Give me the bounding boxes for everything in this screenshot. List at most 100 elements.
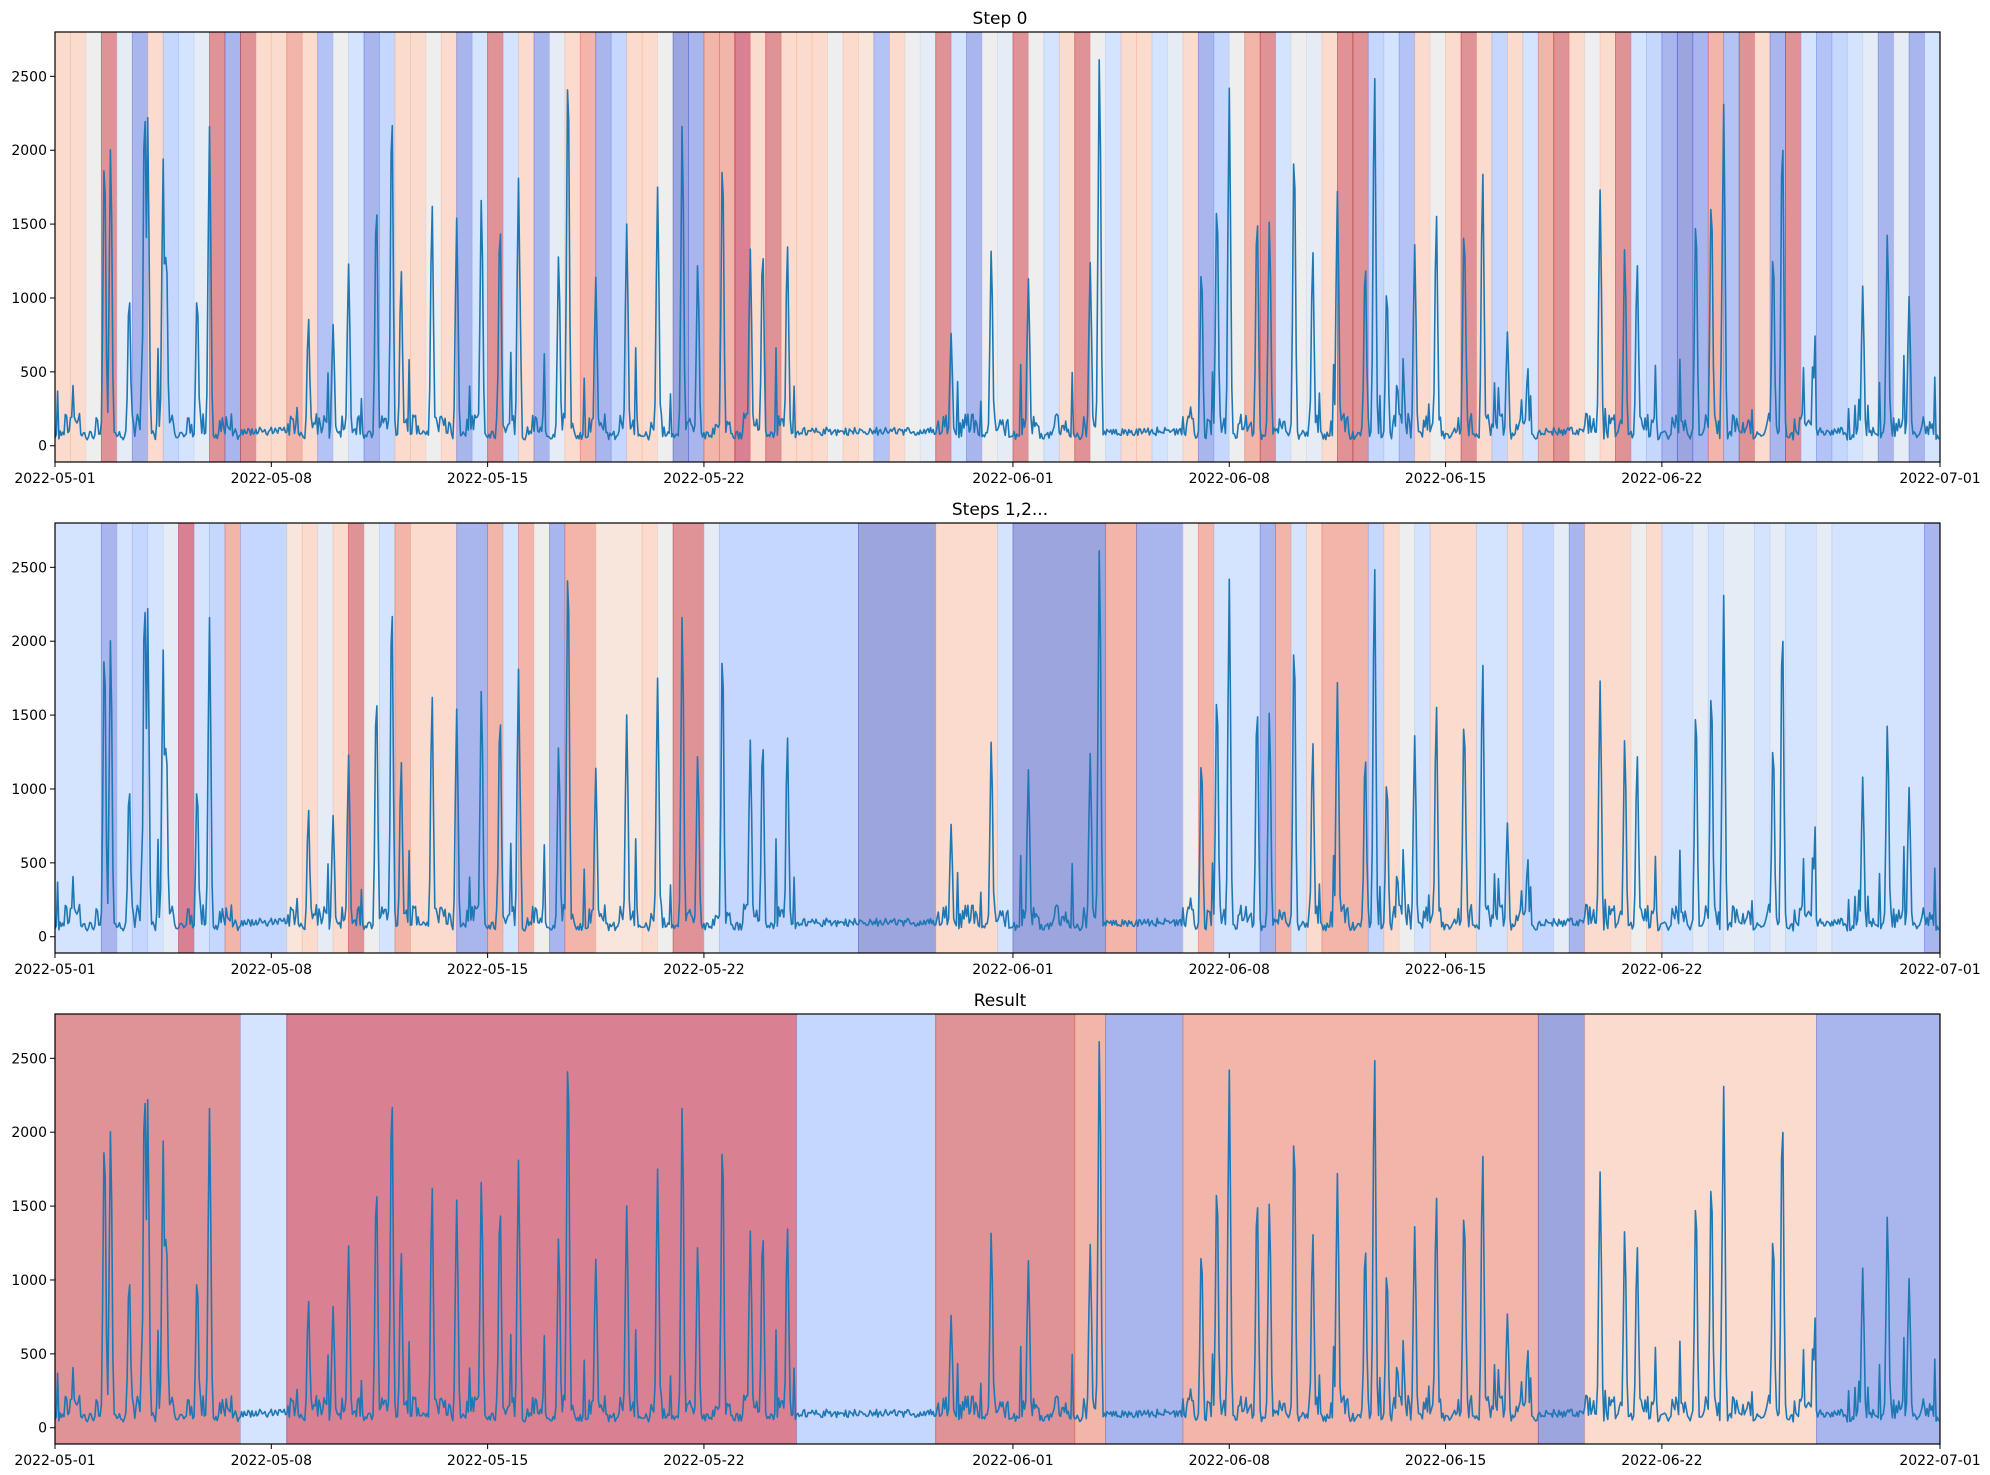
regime-band	[1321, 522, 1369, 954]
regime-band	[131, 31, 149, 463]
chart-title: Result	[974, 991, 1027, 1011]
regime-band	[1522, 522, 1555, 954]
x-tick-label: 2022-06-15	[1405, 962, 1486, 978]
x-tick-label: 2022-06-08	[1189, 471, 1270, 487]
regime-band	[997, 522, 1014, 954]
x-tick-label: 2022-06-22	[1621, 962, 1702, 978]
regime-band	[765, 31, 782, 463]
regime-band	[1259, 31, 1277, 463]
chart-panel-steps-1-2: Steps 1,2... 0 500 1000 1500 2000 2500 2022-05…	[11, 500, 1980, 978]
regime-band	[1167, 31, 1184, 463]
axes-group: 0 500 1000 1500 2000 2500 2022-05-01 2022-05-08…	[11, 31, 1981, 487]
y-tick-label: 1000	[11, 782, 47, 798]
regime-band	[1352, 31, 1369, 463]
regime-band	[1630, 522, 1647, 954]
regime-band	[981, 31, 998, 463]
y-tick-label: 0	[38, 1421, 47, 1437]
regime-band	[1630, 31, 1647, 463]
regime-band	[162, 522, 180, 954]
regime-band	[1136, 31, 1153, 463]
regime-band	[116, 31, 133, 463]
regime-band	[518, 522, 535, 954]
regime-band	[409, 522, 458, 954]
regime-band	[1105, 1013, 1184, 1445]
x-tick-label: 2022-07-01	[1899, 1453, 1980, 1469]
regime-band	[1537, 31, 1555, 463]
chart-title: Step 0	[973, 9, 1028, 29]
regime-band	[888, 31, 906, 463]
series-line	[54, 1041, 1940, 1423]
band-group	[54, 522, 1941, 954]
regime-band	[162, 31, 180, 463]
regime-band	[1136, 522, 1184, 954]
x-tick-label: 2022-05-08	[231, 471, 312, 487]
regime-band	[270, 31, 288, 463]
regime-band	[1553, 31, 1570, 463]
series-group	[54, 550, 1940, 932]
chart-title: Steps 1,2...	[952, 500, 1048, 520]
regime-band	[1754, 31, 1771, 463]
y-tick-label: 1500	[11, 708, 47, 724]
regime-band	[1429, 522, 1477, 954]
regime-band	[1043, 31, 1060, 463]
regime-band	[240, 1013, 288, 1445]
regime-band	[116, 522, 133, 954]
regime-band	[1275, 31, 1292, 463]
x-tick-label: 2022-05-08	[231, 1453, 312, 1469]
regime-band	[1182, 522, 1199, 954]
regime-band	[1275, 522, 1292, 954]
x-tick-label: 2022-06-08	[1189, 962, 1270, 978]
regime-band	[549, 31, 566, 463]
y-tick-label: 500	[20, 1347, 47, 1363]
y-tick-label: 2000	[11, 1125, 47, 1141]
regime-band	[286, 1013, 798, 1445]
regime-band	[1815, 522, 1833, 954]
regime-band	[1537, 1013, 1586, 1445]
series-group	[54, 1041, 1940, 1423]
regime-band	[178, 522, 195, 954]
regime-band	[1151, 31, 1168, 463]
chart-panel-step-0: Step 0 0 500 1000 1500 2000 2500 2022-05-01 202…	[11, 9, 1980, 487]
x-tick-label: 2022-05-15	[447, 1453, 528, 1469]
regime-band	[533, 522, 550, 954]
regime-band	[1738, 31, 1755, 463]
x-tick-label: 2022-05-15	[447, 962, 528, 978]
regime-band	[935, 522, 998, 954]
regime-band	[858, 522, 937, 954]
regime-band	[1445, 31, 1462, 463]
axes-group: 0 500 1000 1500 2000 2500 2022-05-01 2022-05-08…	[11, 522, 1981, 978]
regime-band	[240, 522, 288, 954]
axes-group: 0 500 1000 1500 2000 2500 2022-05-01 2022-05-08…	[11, 1013, 1981, 1469]
x-tick-label: 2022-05-01	[14, 962, 95, 978]
regime-band	[1568, 31, 1586, 463]
regime-band	[796, 1013, 937, 1445]
regime-band	[1568, 522, 1586, 954]
regime-band	[224, 31, 241, 463]
regime-band	[1182, 31, 1199, 463]
x-tick-label: 2022-07-01	[1899, 962, 1980, 978]
x-tick-label: 2022-06-01	[972, 471, 1053, 487]
y-tick-label: 500	[20, 365, 47, 381]
regime-band	[1213, 522, 1261, 954]
regime-band	[1815, 31, 1833, 463]
regime-band	[1584, 522, 1632, 954]
regime-band	[1259, 522, 1277, 954]
x-tick-label: 2022-05-15	[447, 471, 528, 487]
regime-band	[935, 1013, 1076, 1445]
regime-band	[1831, 31, 1848, 463]
regime-band	[85, 31, 102, 463]
regime-band	[1120, 31, 1137, 463]
x-tick-label: 2022-06-15	[1405, 471, 1486, 487]
regime-band	[1661, 31, 1678, 463]
plot-frame	[54, 31, 1941, 463]
y-tick-label: 2500	[11, 69, 47, 85]
regime-band	[827, 31, 844, 463]
regime-band	[286, 31, 303, 463]
regime-band	[904, 31, 921, 463]
band-group	[54, 31, 1941, 463]
x-tick-label: 2022-06-22	[1621, 1453, 1702, 1469]
regime-band	[1815, 1013, 1941, 1445]
x-tick-label: 2022-05-01	[14, 471, 95, 487]
y-tick-label: 2500	[11, 1051, 47, 1067]
x-tick-label: 2022-06-15	[1405, 1453, 1486, 1469]
